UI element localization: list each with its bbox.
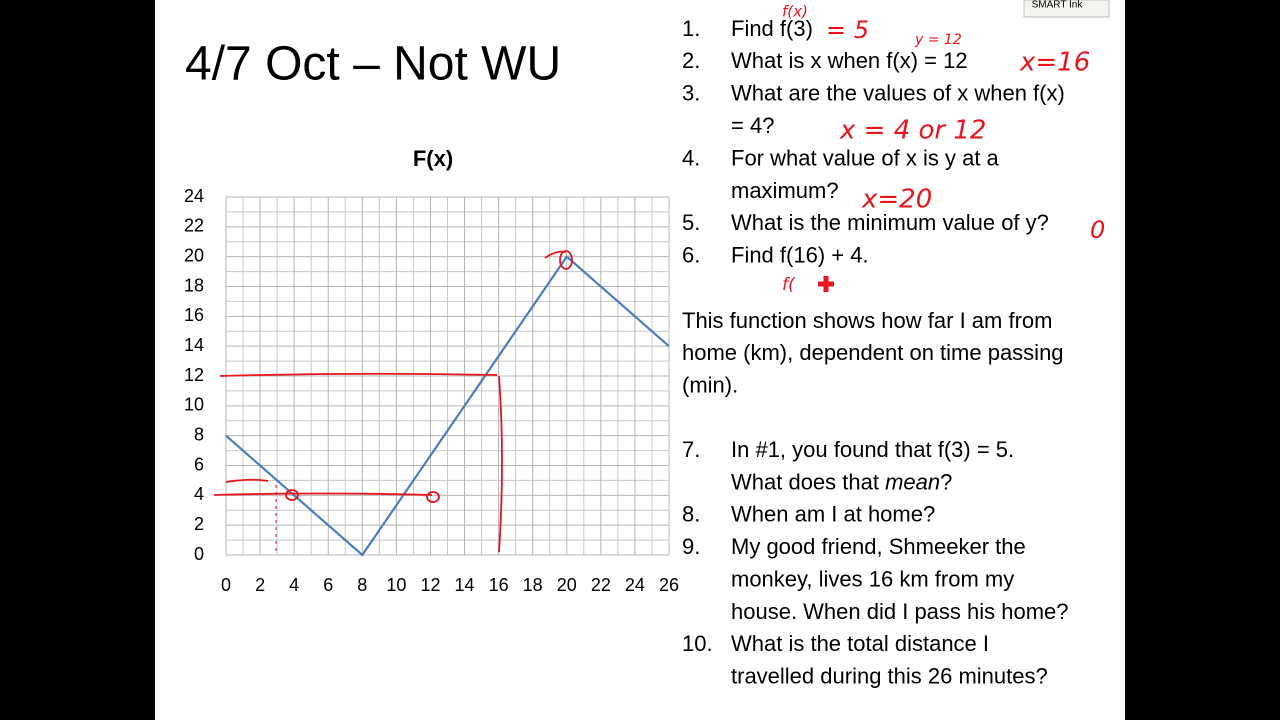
x-tick-label: 12 — [420, 575, 440, 595]
question-number: 3. — [682, 81, 700, 106]
questions: 1. Find f(3) 2. What is x when f(x) = 12 3. W… — [682, 3, 1105, 689]
question-number: 8. — [682, 502, 700, 527]
chart: 0 2 4 6 8 10 12 14 16 18 20 22 24 2602468101214161820… — [184, 186, 679, 595]
data-line — [225, 255, 670, 557]
handwritten-note: 0 — [1090, 216, 1105, 244]
smart-ink-toolbar[interactable]: SMART Ink — [1023, 0, 1110, 18]
x-tick-label: 18 — [523, 575, 543, 595]
question-number: 1. — [682, 16, 700, 41]
x-tick-label: 20 — [557, 575, 577, 595]
question-line: In #1, you found that f(3) = 5. — [731, 437, 1014, 462]
question-number: 5. — [682, 210, 700, 235]
handwriting — [213, 250, 834, 555]
handwritten-note: x = 4 or 12 — [839, 116, 986, 146]
question-line: What is the total distance I — [731, 631, 989, 656]
slide — [155, 0, 1125, 720]
toolbar-button[interactable] — [1023, 0, 1110, 18]
x-tick-label: 0 — [221, 575, 231, 595]
text-run: mean — [885, 469, 940, 494]
question-line: What is x when f(x) = 12 — [731, 48, 968, 73]
y-tick-label: 10 — [184, 395, 204, 415]
handwritten-note: = 5 — [826, 16, 869, 44]
y-tick-label: 14 — [184, 335, 204, 355]
question-number: 10. — [682, 631, 713, 656]
ink-stroke — [219, 372, 498, 377]
x-tick-label: 6 — [323, 575, 333, 595]
x-tick-label: 22 — [591, 575, 611, 595]
paragraph-line: This function shows how far I am from — [682, 308, 1052, 333]
y-tick-label: 6 — [194, 454, 204, 474]
question-line: Find f(16) + 4. — [731, 243, 869, 268]
toolbar-label[interactable]: SMART Ink — [1032, 0, 1084, 11]
question-line: Find f(3) — [731, 16, 813, 41]
ink-cursor — [818, 276, 834, 292]
ink-circle — [559, 250, 573, 270]
text-run: ? — [940, 469, 952, 494]
question-line: travelled during this 26 minutes? — [731, 664, 1048, 689]
handwritten-note: x=20 — [861, 185, 932, 215]
x-tick-label: 24 — [625, 575, 645, 595]
y-tick-label: 24 — [184, 186, 204, 206]
handwritten-note: y = 12 — [914, 32, 962, 48]
x-tick-label: 8 — [357, 575, 367, 595]
paragraph-line: (min). — [682, 373, 738, 398]
text-run: What does that — [731, 469, 885, 494]
question-line: For what value of x is y at a — [731, 145, 1000, 170]
paragraph-line: home (km), dependent on time passing — [682, 340, 1064, 365]
x-tick-label: 14 — [455, 575, 475, 595]
question-line: What does that mean? — [731, 469, 952, 494]
y-tick-label: 8 — [194, 424, 204, 444]
question-line: monkey, lives 16 km from my — [731, 566, 1014, 591]
question-number: 6. — [682, 243, 700, 268]
question-number: 2. — [682, 48, 700, 73]
handwritten-note: f( — [782, 275, 796, 295]
y-tick-label: 0 — [194, 544, 204, 564]
question-line: When am I at home? — [731, 502, 935, 527]
question-line: My good friend, Shmeeker the — [731, 534, 1026, 559]
question-line: = 4? — [731, 113, 774, 138]
x-tick-label: 4 — [289, 575, 299, 595]
ink-stroke — [213, 492, 433, 496]
y-tick-label: 4 — [194, 484, 204, 504]
question-line: What are the values of x when f(x) — [731, 81, 1065, 106]
y-tick-label: 22 — [184, 216, 204, 236]
question-number: 9. — [682, 534, 700, 559]
x-tick-label: 10 — [386, 575, 406, 595]
ink-stroke — [225, 478, 269, 483]
y-tick-label: 2 — [194, 514, 204, 534]
question-line: maximum? — [731, 178, 839, 203]
question-line: house. When did I pass his home? — [731, 599, 1069, 624]
y-tick-label: 16 — [184, 305, 204, 325]
x-tick-label: 2 — [255, 575, 265, 595]
handwritten-note: f(x) — [782, 3, 808, 21]
x-tick-label: 16 — [489, 575, 509, 595]
chart-title: F(x) — [413, 146, 453, 171]
y-tick-label: 18 — [184, 275, 204, 295]
ink-circle — [285, 489, 299, 501]
question-number: 7. — [682, 437, 700, 462]
ink-stroke — [544, 250, 567, 259]
ink-stroke — [498, 375, 503, 553]
x-tick-label: 26 — [659, 575, 679, 595]
ink-circle — [426, 491, 440, 503]
slide-title: 4/7 Oct – Not WU — [185, 38, 561, 91]
question-number: 4. — [682, 145, 700, 170]
y-tick-label: 20 — [184, 245, 204, 265]
y-tick-label: 12 — [184, 365, 204, 385]
handwritten-note: x=16 — [1019, 48, 1090, 78]
question-line: What is the minimum value of y? — [731, 210, 1049, 235]
